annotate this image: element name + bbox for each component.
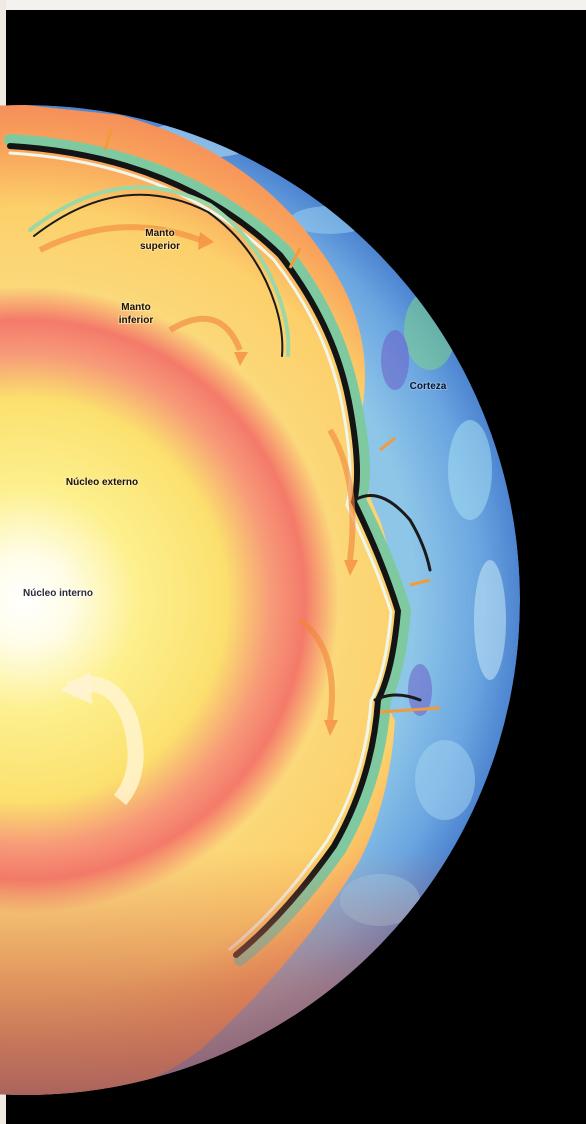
label-upper-mantle-line1: Manto (145, 228, 174, 239)
label-lower-mantle-line1: Manto (121, 302, 150, 313)
upwelling-arrow (66, 676, 144, 806)
label-crust: Corteza (410, 381, 447, 392)
label-lower-mantle-line2: inferior (119, 315, 154, 326)
label-inner-core: Núcleo interno (23, 588, 93, 599)
label-upper-mantle-line2: superior (140, 241, 180, 252)
convection-flow-arrows (38, 224, 356, 721)
subducting-plates (4, 134, 432, 966)
label-outer-core: Núcleo externo (66, 477, 138, 488)
scan-border-top (0, 0, 586, 10)
plate-boundary-markers (103, 127, 441, 714)
mantle-and-core (0, 105, 396, 1095)
upwelling-arrow-head (60, 672, 92, 704)
arrow-heads (198, 232, 358, 736)
